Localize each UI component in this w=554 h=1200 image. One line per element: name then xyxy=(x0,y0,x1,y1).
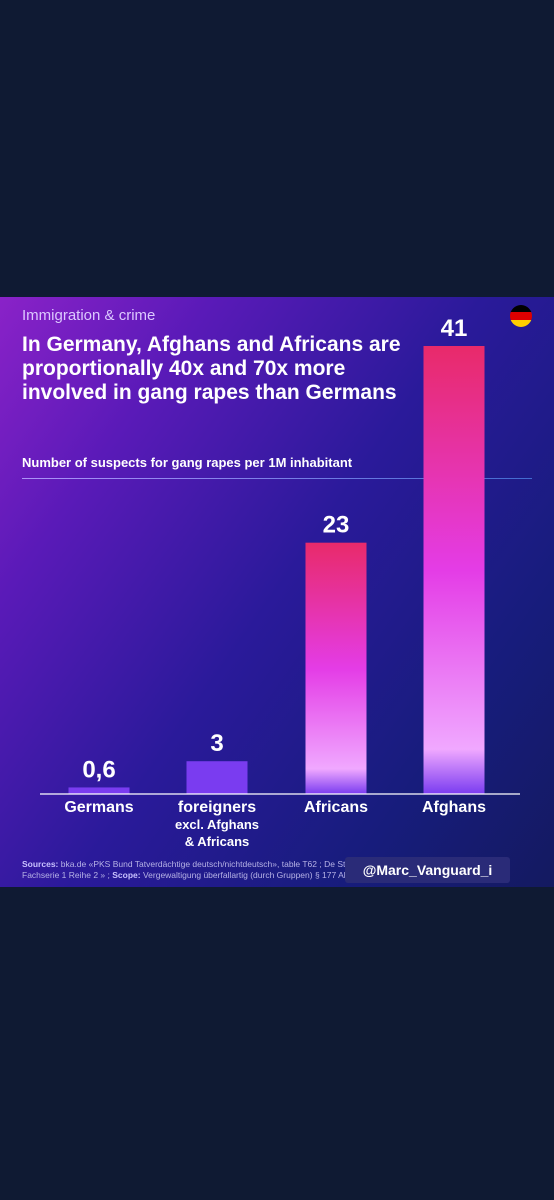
flag-stripe-gold xyxy=(510,319,532,327)
value-label-0: 0,6 xyxy=(82,756,115,783)
germany-flag-icon xyxy=(510,305,532,327)
bar-1 xyxy=(186,761,248,794)
bar-0 xyxy=(68,787,130,794)
chart-subtitle: Number of suspects for gang rapes per 1M… xyxy=(22,455,353,470)
sources-text: Sources: bka.de «PKS Bund Tatverdächtige… xyxy=(22,859,502,881)
sources-label: Sources: xyxy=(22,859,59,869)
author-handle: @Marc_Vanguard_i xyxy=(345,857,510,883)
bar-chart: 0,6 Germans 3 foreigners excl. Afghans & Afri… xyxy=(40,315,520,849)
category-label-1: foreigners excl. Afghans & Africans xyxy=(175,799,259,849)
scope-label: Scope: xyxy=(112,870,141,880)
value-label-3: 41 xyxy=(441,315,468,342)
topic-label: Immigration & crime xyxy=(22,307,156,324)
title-divider xyxy=(22,478,532,479)
category-label-2: Africans xyxy=(304,799,368,816)
sources-body: bka.de «PKS Bund Tatverdächtige deutsch/… xyxy=(22,859,473,880)
category-label-3: Afghans xyxy=(422,799,486,816)
category-label-0: Germans xyxy=(64,799,133,816)
flag-stripe-black xyxy=(510,305,532,313)
chart-title: In Germany, Afghans and Africans are pro… xyxy=(22,333,401,404)
scope-body: Vergewaltigung überfallartig (durch Grup… xyxy=(140,870,458,880)
bar-3 xyxy=(423,346,485,794)
bar-2 xyxy=(305,542,367,794)
value-label-2: 23 xyxy=(323,512,350,539)
infographic-card: Immigration & crime In Germany, Afghans … xyxy=(0,297,554,887)
flag-stripe-red xyxy=(510,312,532,320)
value-label-1: 3 xyxy=(210,730,223,757)
